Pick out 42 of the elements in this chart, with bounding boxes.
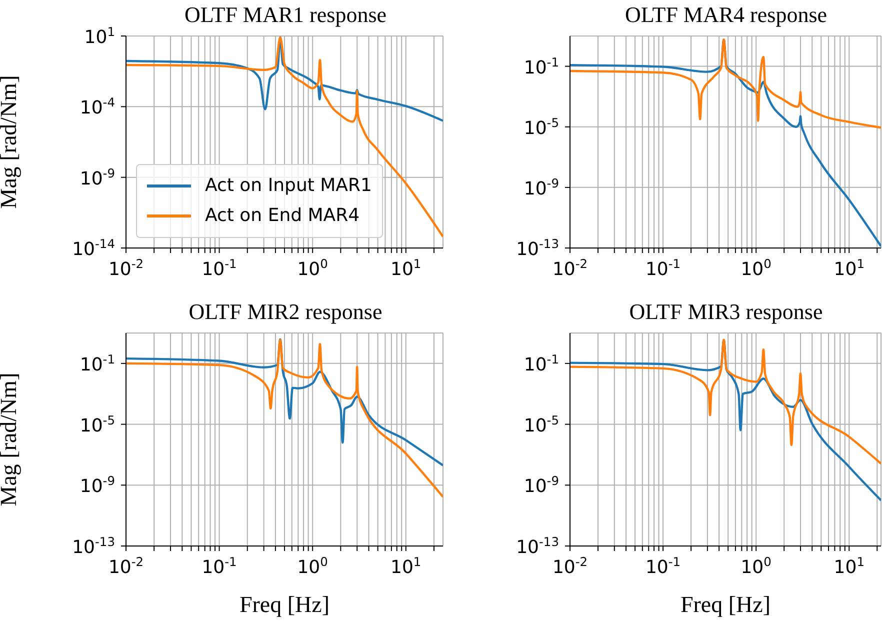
chart-title: OLTF MAR1 response [183,2,388,28]
x-tick-label: 10$^{0}$ [740,257,772,280]
y-axis-title: Mag [rad/Nm] [0,75,22,209]
y-tick-label: 10$^{-1}$ [80,352,115,376]
x-tick-label: 10$^{-2}$ [108,555,144,578]
x-tick-label: 10$^{0}$ [297,257,328,280]
y-tick-label: 10$^{-5}$ [80,413,115,436]
y-tick-label: 10$^{-14}$ [72,237,116,260]
y-tick-label: 10$^{-9}$ [80,474,115,498]
x-tick-label: 10$^{-2}$ [108,257,144,280]
legend-label: Act on Input MAR1 [205,174,372,198]
x-tick-label: 10$^{-1}$ [202,555,237,578]
chart-title: OLTF MIR3 response [628,299,824,325]
y-tick-label: 10$^{-4}$ [80,96,116,119]
x-tick-label: 10$^{1}$ [390,555,422,578]
x-tick-label: 10$^{1}$ [834,555,864,578]
x-tick-label: 10$^{-2}$ [552,257,588,280]
y-axis-title: Mag [rad/Nm] [0,372,22,506]
x-tick-label: 10$^{-1}$ [645,257,681,280]
y-tick-label: 10$^{-5}$ [524,413,559,436]
x-tick-label: 10$^{1}$ [834,257,864,280]
y-tick-label: 10$^{-9}$ [524,176,559,200]
legend-label: Act on End MAR4 [205,204,360,228]
y-tick-label: 10$^{-13}$ [72,535,115,558]
chart-title: OLTF MIR2 response [188,299,384,325]
x-tick-label: 10$^{1}$ [390,257,422,280]
x-tick-label: 10$^{-1}$ [202,257,237,280]
y-tick-label: 10$^{-1}$ [524,55,559,78]
y-tick-label: 10$^{-9}$ [524,474,559,498]
y-tick-label: 10$^{1}$ [84,25,115,48]
y-tick-label: 10$^{-5}$ [524,116,559,139]
y-tick-label: 10$^{-13}$ [516,237,559,260]
y-tick-label: 10$^{-1}$ [524,352,559,376]
x-axis-title: Freq [Hz] [680,592,771,617]
x-tick-label: 10$^{-1}$ [645,555,681,578]
y-tick-label: 10$^{-9}$ [80,166,115,190]
x-tick-label: 10$^{0}$ [297,555,328,578]
chart-title: OLTF MAR4 response [624,2,828,28]
x-axis-title: Freq [Hz] [239,592,330,617]
x-tick-label: 10$^{0}$ [740,555,772,578]
x-tick-label: 10$^{-2}$ [552,555,588,578]
y-tick-label: 10$^{-13}$ [516,535,559,558]
